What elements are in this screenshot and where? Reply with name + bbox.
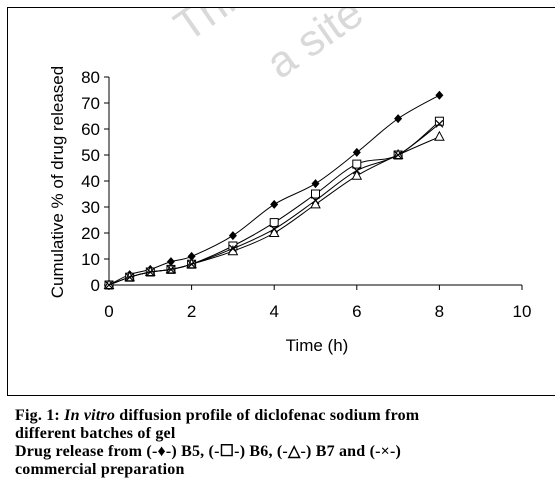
y-tick-label: 10 <box>81 250 100 269</box>
data-point-cross <box>105 281 113 289</box>
x-tick-label: 6 <box>352 302 361 321</box>
data-point-cross <box>270 225 279 234</box>
data-point-triangle <box>268 226 280 237</box>
data-point-cross <box>352 166 361 175</box>
y-tick-label: 20 <box>81 224 100 243</box>
chart-frame: This a site 0 10 20 30 40 50 60 70 80 0 2 4 6 8 10 Cum… <box>7 7 555 396</box>
data-point-triangle <box>310 198 321 209</box>
data-point-cross <box>167 265 175 274</box>
data-point-cross <box>146 268 155 276</box>
data-point-cross <box>311 196 320 205</box>
caption-legend-line-1: Drug release from (-♦-) B5, (-☐-) B6, (-… <box>15 443 402 460</box>
x-tick-label: 10 <box>513 302 532 321</box>
data-point-diamond <box>187 251 196 261</box>
x-tick-label: 0 <box>104 302 113 321</box>
data-point-square <box>434 116 444 126</box>
series-line <box>108 94 440 286</box>
data-point-cross <box>228 244 237 253</box>
series-cross <box>105 119 444 289</box>
data-point-diamond <box>166 257 175 267</box>
line-chart: This a site 0 10 20 30 40 50 60 70 80 0 2 4 6 8 10 Cum… <box>48 8 531 355</box>
x-tick-label: 2 <box>187 302 196 321</box>
data-point-cross <box>435 119 444 128</box>
data-point-triangle <box>434 130 445 141</box>
watermark: This a site <box>166 8 372 88</box>
y-tick-label: 30 <box>81 198 100 217</box>
data-point-triangle <box>351 169 363 180</box>
data-point-diamond <box>435 90 444 100</box>
data-point-square <box>311 189 320 199</box>
x-axis-title: Time (h) <box>286 336 349 355</box>
data-point-cross <box>394 151 403 159</box>
data-point-diamond <box>228 231 237 241</box>
caption-title-rest: diffusion profile of diclofenac sodium f… <box>115 407 420 424</box>
y-tick-label: 80 <box>81 68 100 87</box>
y-tick-label: 40 <box>81 172 100 191</box>
axes: 0 10 20 30 40 50 60 70 80 0 2 4 6 8 10 <box>81 68 531 321</box>
data-point-diamond <box>394 114 403 124</box>
caption-title-line-1: Fig. 1: In vitro diffusion profile of di… <box>15 407 555 425</box>
series-layer <box>103 90 445 290</box>
caption-fig-label: Fig. 1: <box>15 407 60 424</box>
series-triangle <box>103 130 445 289</box>
x-tick-label: 4 <box>269 302 278 321</box>
data-point-diamond <box>352 147 361 157</box>
watermark-text-2: a site <box>258 8 372 88</box>
caption-title-line-2: different batches of gel <box>15 425 176 442</box>
y-tick-label: 70 <box>81 94 100 113</box>
data-point-square <box>352 159 362 169</box>
data-point-cross <box>187 260 196 269</box>
caption-title-italic: In vitro <box>64 407 116 424</box>
data-point-diamond <box>311 179 320 189</box>
data-point-diamond <box>270 199 279 209</box>
figure-caption: Fig. 1: In vitro diffusion profile of di… <box>15 407 555 479</box>
y-tick-label: 0 <box>91 276 100 295</box>
series-diamond <box>105 90 444 290</box>
x-tick-label: 8 <box>435 302 444 321</box>
watermark-text-1: This <box>166 8 262 51</box>
caption-legend-line-2: commercial preparation <box>15 461 185 478</box>
y-tick-label: 60 <box>81 120 100 139</box>
y-tick-label: 50 <box>81 146 100 165</box>
data-point-square <box>269 218 279 228</box>
y-axis-title: Cumulative % of drug released <box>48 66 67 298</box>
data-point-cross <box>125 273 134 282</box>
